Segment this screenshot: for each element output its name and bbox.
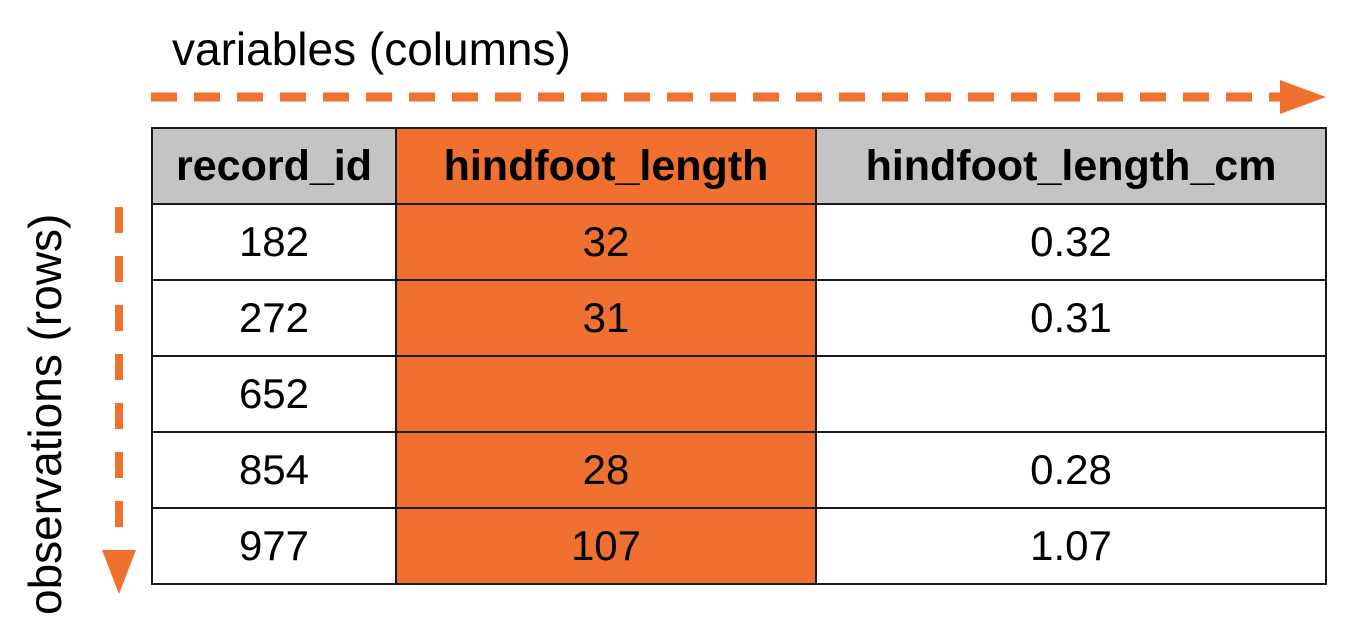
table-row: 182 32 0.32	[151, 203, 1327, 281]
table-header-row: record_id hindfoot_length hindfoot_lengt…	[151, 127, 1327, 205]
header-record-id: record_id	[151, 127, 397, 205]
observations-rows-label: observations (rows)	[19, 213, 71, 615]
cell-record-id: 977	[151, 507, 397, 585]
cell-hindfoot-length-cm: 0.31	[815, 279, 1327, 357]
cell-record-id: 182	[151, 203, 397, 281]
cell-hindfoot-length-cm	[815, 355, 1327, 433]
header-hindfoot-length-cm: hindfoot_length_cm	[815, 127, 1327, 205]
table-row: 272 31 0.31	[151, 279, 1327, 357]
columns-arrowhead	[1280, 80, 1326, 114]
cell-record-id: 854	[151, 431, 397, 509]
cell-hindfoot-length	[395, 355, 817, 433]
data-table: record_id hindfoot_length hindfoot_lengt…	[151, 127, 1327, 585]
cell-hindfoot-length: 32	[395, 203, 817, 281]
table-row: 854 28 0.28	[151, 431, 1327, 509]
rows-arrowhead	[102, 550, 136, 594]
cell-hindfoot-length: 31	[395, 279, 817, 357]
cell-hindfoot-length: 28	[395, 431, 817, 509]
cell-hindfoot-length-cm: 0.28	[815, 431, 1327, 509]
cell-hindfoot-length-cm: 1.07	[815, 507, 1327, 585]
cell-record-id: 272	[151, 279, 397, 357]
cell-record-id: 652	[151, 355, 397, 433]
cell-hindfoot-length: 107	[395, 507, 817, 585]
table-row: 977 107 1.07	[151, 507, 1327, 585]
header-hindfoot-length: hindfoot_length	[395, 127, 817, 205]
variables-columns-label: variables (columns)	[172, 23, 571, 75]
cell-hindfoot-length-cm: 0.32	[815, 203, 1327, 281]
table-row: 652	[151, 355, 1327, 433]
